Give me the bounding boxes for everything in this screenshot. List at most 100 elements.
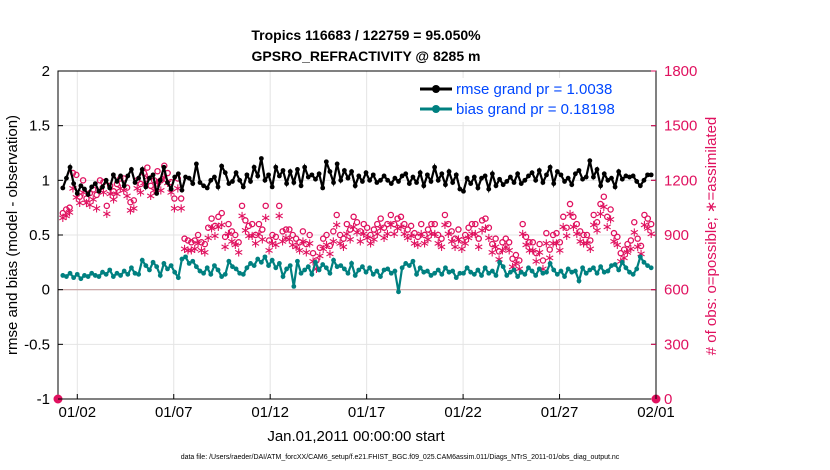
obs-assimilated-point: ∗ [210, 229, 221, 244]
rmse-point [237, 177, 243, 183]
series-layer: ∗∗∗∗∗∗∗∗∗∗∗∗∗∗∗∗∗∗∗∗∗∗∗∗∗∗∗∗∗∗∗∗∗∗∗∗∗∗∗∗… [53, 156, 661, 404]
obs-assimilated-point: ∗ [335, 236, 346, 251]
obs-possible-point [434, 231, 442, 239]
bias-point [338, 263, 344, 269]
obs-assimilated-point: ∗ [78, 185, 89, 200]
obs-assimilated-point: ∗ [355, 234, 366, 249]
obs-possible-point [198, 239, 205, 246]
obs-possible-point [485, 224, 493, 231]
bias-point [82, 273, 87, 278]
obs-possible-point [303, 240, 310, 248]
obs-assimilated-point: ∗ [308, 255, 319, 270]
bias-point [240, 271, 246, 277]
obs-possible-point [296, 239, 303, 246]
rmse-point [562, 179, 567, 184]
obs-assimilated-point: ∗ [470, 227, 481, 242]
obs-possible-point [242, 217, 249, 224]
obs-possible-point [465, 224, 472, 231]
rmse-point [92, 181, 98, 187]
obs-assimilated-point: ∗ [619, 251, 630, 266]
rmse-point [385, 177, 391, 183]
bias-series [60, 254, 654, 295]
x-tick-label: 02/01 [637, 404, 675, 421]
rmse-point [453, 172, 459, 178]
obs-possible-point [576, 228, 584, 235]
obs-assimilated-point: ∗ [531, 255, 542, 270]
rmse-point [424, 172, 430, 178]
bias-point [428, 273, 434, 278]
obs-possible-point [421, 231, 428, 239]
rmse-point [547, 164, 553, 170]
rmse-point [67, 164, 73, 170]
obs-possible-point [238, 202, 246, 210]
obs-assimilated-point: ∗ [176, 202, 187, 217]
y-tick-label: -1 [37, 391, 50, 408]
rmse-point [349, 169, 354, 174]
rmse-point [161, 164, 167, 170]
rmse-point [381, 173, 387, 179]
rmse-point [240, 184, 246, 190]
obs-assimilated-point: ∗ [331, 218, 342, 233]
rmse-point [417, 170, 423, 176]
obs-assimilated-point: ∗ [115, 182, 126, 197]
obs-assimilated-point: ∗ [487, 245, 498, 260]
obs-assimilated-point: ∗ [250, 236, 261, 251]
obs-possible-point [475, 235, 482, 242]
obs-assimilated-point: ∗ [264, 244, 275, 259]
obs-assimilated-point: ∗ [145, 189, 156, 204]
obs-possible-point [495, 248, 503, 255]
obs-assimilated-point: ∗ [379, 231, 390, 246]
bias-point [215, 267, 221, 273]
rmse-point [576, 168, 582, 173]
obs-possible-point [526, 239, 533, 246]
bias-point [421, 269, 427, 275]
obs-possible-point [350, 213, 357, 221]
rmse-point [298, 183, 304, 189]
bias-point [363, 269, 369, 275]
bias-point [515, 274, 521, 279]
obs-possible-point [597, 200, 604, 208]
y2-tick-label: 1200 [664, 172, 697, 189]
rmse-point [493, 183, 499, 189]
obs-assimilated-point: ∗ [253, 227, 264, 242]
obs-assimilated-point: ∗ [247, 229, 258, 244]
obs-possible-point [154, 167, 161, 175]
rmse-point [273, 164, 279, 170]
rmse-point [255, 173, 261, 179]
obs-possible-point [458, 237, 466, 244]
obs-assimilated-point: ∗ [453, 233, 464, 248]
obs-possible-point [539, 257, 547, 264]
obs-assimilated-point: ∗ [602, 220, 613, 235]
obs-possible-point [634, 235, 641, 242]
obs-assimilated-point: ∗ [294, 244, 305, 259]
y2-tick-label: 0 [664, 391, 672, 408]
obs-assimilated-point: ∗ [639, 218, 650, 233]
obs-assimilated-point: ∗ [311, 262, 322, 277]
bias-point [493, 273, 499, 278]
rmse-point [634, 179, 640, 184]
obs-assimilated-point: ∗ [419, 236, 430, 251]
rmse-point [363, 170, 369, 176]
obs-assimilated-point: ∗ [423, 233, 434, 248]
bias-point [352, 273, 358, 278]
bias-point [461, 270, 466, 276]
obs-possible-point [262, 202, 269, 210]
bias-point [129, 265, 134, 271]
rmse-point [230, 179, 235, 184]
bias-point [298, 270, 304, 276]
rmse-point [215, 184, 221, 190]
obs-possible-point [394, 215, 401, 222]
rmse-point [313, 176, 318, 182]
obs-assimilated-point: ∗ [416, 227, 427, 242]
obs-assimilated-point: ∗ [463, 231, 474, 246]
bias-point [345, 270, 351, 276]
obs-assimilated-point: ∗ [477, 224, 488, 239]
obs-possible-point [259, 226, 266, 233]
bias-point [522, 271, 528, 277]
obs-assimilated-point: ∗ [436, 240, 447, 255]
rmse-point [637, 183, 643, 189]
bias-point [125, 271, 131, 277]
bias-point [443, 265, 448, 271]
obs-assimilated-point: ∗ [439, 218, 450, 233]
bias-point [540, 270, 546, 276]
